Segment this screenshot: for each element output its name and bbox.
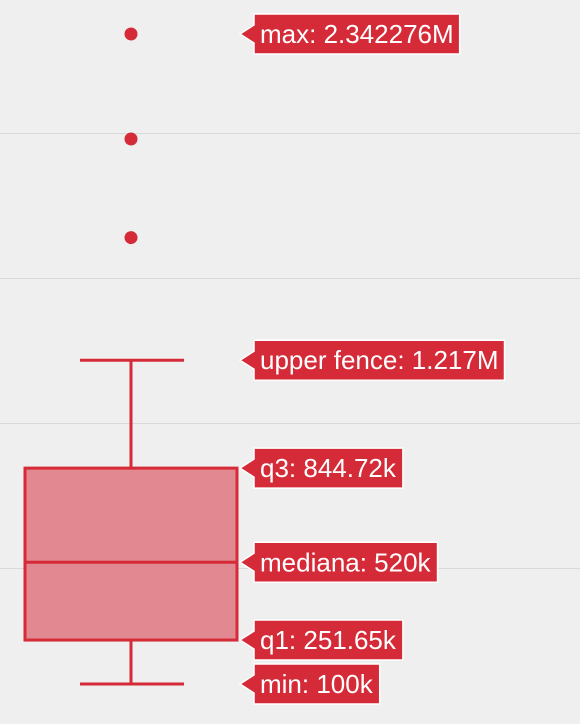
outlier-point-2 [124,132,138,146]
label-q1-text: q1: 251.65k [260,625,397,655]
outlier-point-1 [124,231,138,245]
label-median: mediana: 520k [238,541,439,584]
label-median-bg [238,541,439,584]
box-plot [23,358,239,686]
outliers [124,27,138,245]
label-upper-fence: upper fence: 1.217M [238,339,506,381]
label-max-bg [238,13,461,55]
iqr-box [23,466,239,642]
label-min-bg [238,663,381,705]
label-q1-bg [238,619,404,661]
value-labels: max: 2.342276M upper fence: 1.217M q3: 8… [238,13,506,705]
label-min: min: 100k [238,663,381,705]
label-upper-fence-text: upper fence: 1.217M [260,345,499,375]
label-q3: q3: 844.72k [238,447,404,489]
label-q3-bg [238,447,404,489]
label-min-text: min: 100k [260,669,374,699]
label-q1: q1: 251.65k [238,619,404,661]
label-max-text: max: 2.342276M [260,19,454,49]
label-q3-text: q3: 844.72k [260,453,397,483]
outlier-point-3 [124,27,138,41]
label-max: max: 2.342276M [238,13,461,55]
label-upper-fence-bg [238,339,506,381]
label-median-text: mediana: 520k [260,547,432,577]
